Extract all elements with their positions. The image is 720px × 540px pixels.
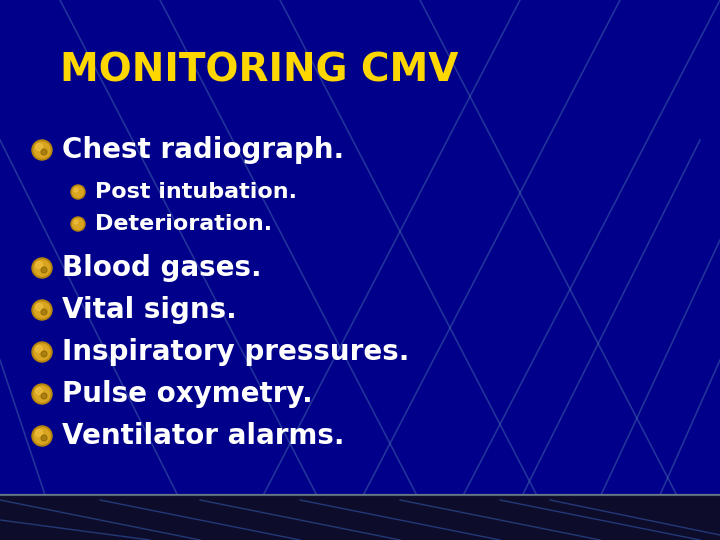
Circle shape: [41, 149, 47, 155]
Circle shape: [34, 386, 50, 402]
Text: Vital signs.: Vital signs.: [62, 296, 237, 324]
Text: Deterioration.: Deterioration.: [95, 214, 272, 234]
Circle shape: [32, 426, 52, 446]
Circle shape: [34, 260, 50, 276]
Circle shape: [73, 219, 84, 230]
Circle shape: [74, 188, 78, 192]
Circle shape: [71, 185, 85, 199]
Circle shape: [74, 220, 78, 224]
Text: Chest radiograph.: Chest radiograph.: [62, 136, 344, 164]
Circle shape: [32, 258, 52, 278]
Circle shape: [35, 144, 42, 151]
Circle shape: [32, 300, 52, 320]
Text: Pulse oxymetry.: Pulse oxymetry.: [62, 380, 312, 408]
Bar: [0, 495, 720, 540]
Circle shape: [35, 346, 42, 353]
Circle shape: [32, 342, 52, 362]
Circle shape: [35, 429, 42, 436]
Circle shape: [34, 344, 50, 360]
Circle shape: [41, 267, 47, 273]
Circle shape: [34, 142, 50, 158]
Text: Ventilator alarms.: Ventilator alarms.: [62, 422, 344, 450]
Circle shape: [32, 140, 52, 160]
Circle shape: [41, 309, 47, 315]
Circle shape: [35, 261, 42, 268]
Circle shape: [73, 186, 84, 198]
Circle shape: [41, 435, 47, 441]
Circle shape: [35, 388, 42, 395]
Circle shape: [34, 428, 50, 444]
Circle shape: [71, 217, 85, 231]
Circle shape: [32, 384, 52, 404]
Text: Inspiratory pressures.: Inspiratory pressures.: [62, 338, 410, 366]
Text: Post intubation.: Post intubation.: [95, 182, 297, 202]
Text: MONITORING CMV: MONITORING CMV: [60, 51, 459, 89]
Circle shape: [34, 302, 50, 318]
Circle shape: [41, 393, 47, 399]
Circle shape: [41, 351, 47, 357]
Circle shape: [35, 303, 42, 310]
Text: Blood gases.: Blood gases.: [62, 254, 261, 282]
